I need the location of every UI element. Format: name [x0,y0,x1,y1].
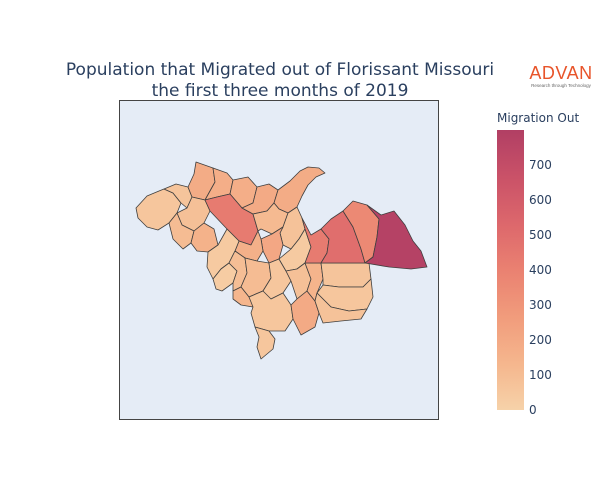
map-frame[interactable] [119,100,439,420]
colorbar-title: Migration Out [497,111,580,125]
tract-t34[interactable] [254,326,276,360]
colorbar-tick-label: 700 [529,158,552,172]
tract-t1[interactable] [135,188,182,231]
tract-t29[interactable] [314,292,368,324]
chart-title-line-1: Population that Migrated out of Florissa… [65,60,495,80]
tract-t33[interactable] [364,204,428,270]
colorbar-tick-label: 300 [529,298,552,312]
colorbar-tick-label: 500 [529,228,552,242]
tract-t11[interactable] [273,166,326,214]
colorbar-tick-label: 100 [529,368,552,382]
chart-title-line-2: the first three months of 2019 [151,81,409,101]
colorbar-tick-label: 200 [529,333,552,347]
logo-tagline: Research through Technology [531,83,591,88]
colorbar-tick-label: 0 [529,403,537,417]
tract-t24[interactable] [248,290,294,332]
logo-wordmark: ADVAN [529,63,593,83]
colorbar-tick-label: 400 [529,263,552,277]
colorbar-tick-label: 600 [529,193,552,207]
advan-logo: ADVAN Research through Technology [528,64,594,89]
tract-t27[interactable] [320,262,372,288]
tract-t6[interactable] [190,222,219,253]
colorbar [497,130,524,410]
chart-title: Population that Migrated out of Florissa… [40,60,520,102]
tract-t31[interactable] [320,210,366,264]
choropleth-map[interactable] [120,101,438,419]
